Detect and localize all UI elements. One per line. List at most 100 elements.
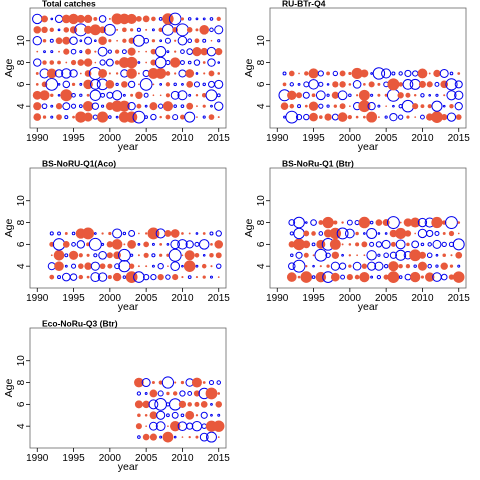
x-tick-label: 2015 [208, 453, 231, 464]
bubble-positive [78, 274, 84, 280]
bubble-negative [216, 380, 222, 385]
bubble-negative [191, 420, 203, 432]
bubble-negative [377, 253, 381, 257]
bubble-positive [210, 39, 213, 42]
bubble-positive [449, 264, 454, 268]
bubble-positive [195, 94, 199, 97]
bubble-positive [170, 421, 181, 432]
bubble-negative [170, 261, 181, 272]
bubble-positive [111, 239, 123, 250]
bubble-negative [389, 112, 398, 122]
bubble-positive [184, 250, 195, 261]
bubble-negative [318, 103, 324, 109]
bubble-negative [338, 262, 347, 270]
bubble-positive [174, 381, 177, 384]
bubble-negative [435, 93, 439, 97]
bubble-positive [106, 241, 114, 248]
bubble-negative [210, 413, 213, 417]
bubble-negative [195, 17, 199, 21]
bubble-positive [358, 89, 370, 101]
bubble-positive [82, 227, 95, 240]
bubble-negative [143, 37, 150, 44]
bubble-negative [127, 80, 136, 89]
bubble-positive [62, 36, 71, 45]
y-tick-label: 8 [256, 59, 267, 65]
bubble-negative [202, 115, 206, 119]
bubble-positive [84, 25, 93, 34]
bubble-negative [158, 103, 164, 109]
bubble-positive [303, 230, 310, 237]
bubble-positive [453, 271, 465, 283]
panel-2: RU-BTr-Q4 1990 1995 2000 2005 2010 2015 4 6 8 10 ye… [243, 0, 470, 153]
x-tick-label: 2005 [135, 293, 158, 304]
plot-frame [269, 167, 467, 289]
bubble-positive [150, 48, 157, 55]
bubble-positive [49, 27, 54, 33]
bubble-negative [70, 48, 77, 55]
bubble-positive [50, 93, 54, 97]
bubble-positive [187, 402, 192, 407]
panel-1: Total catches 1990 1995 2000 2005 2010 2015 4 6 8… [3, 0, 230, 153]
bubble-positive [404, 230, 412, 237]
bubble-negative [54, 14, 64, 24]
bubble-positive [360, 69, 369, 78]
y-axis-label: Age [3, 379, 15, 398]
bubble-positive [178, 400, 187, 408]
bubble-negative [187, 60, 192, 65]
bubble-positive [158, 380, 163, 385]
bubble-positive [149, 102, 158, 111]
bubble-negative [71, 92, 76, 98]
bubble-negative [389, 251, 398, 259]
bubble-negative [121, 49, 127, 55]
bubble-negative [426, 252, 433, 259]
bubble-negative [50, 115, 54, 119]
bubble-negative [79, 50, 83, 54]
bubble-negative [289, 231, 294, 236]
bubble-negative [122, 231, 127, 236]
bubble-positive [363, 83, 366, 86]
bubble-negative [293, 227, 305, 240]
bubble-positive [398, 82, 403, 87]
bubble-negative [151, 264, 155, 268]
bubble-positive [304, 104, 308, 108]
bubble-positive [138, 83, 140, 86]
bubble-positive [457, 72, 461, 75]
bubble-negative [91, 102, 100, 110]
bubble-negative [180, 413, 185, 418]
bubble-positive [56, 114, 62, 120]
bubble-positive [339, 103, 346, 110]
chart-title: RU-BTr-Q4 [282, 0, 326, 9]
bubble-negative [445, 78, 458, 91]
bubble-negative [432, 239, 442, 249]
bubble-positive [312, 254, 315, 257]
bubble-positive [363, 254, 366, 257]
bubble-positive [150, 59, 157, 66]
bubble-positive [64, 232, 68, 235]
bubble-negative [177, 35, 188, 46]
bubble-negative [202, 253, 206, 257]
bubble-positive [377, 82, 381, 86]
x-tick-label: 1995 [62, 293, 85, 304]
bubble-positive [455, 251, 463, 259]
bubble-positive [63, 48, 70, 55]
bubble-positive [457, 221, 461, 224]
bubble-positive [287, 90, 297, 100]
bubble-positive [86, 275, 90, 279]
bubble-positive [296, 92, 303, 99]
bubble-negative [179, 390, 186, 397]
bubble-positive [341, 243, 344, 246]
x-tick-label: 2015 [208, 293, 231, 304]
bubble-positive [152, 83, 155, 86]
x-tick-label: 2010 [171, 293, 194, 304]
bubble-negative [336, 227, 349, 240]
bubble-positive [213, 420, 225, 432]
bubble-negative [187, 38, 193, 44]
bubble-negative [287, 262, 296, 270]
bubble-positive [84, 262, 92, 270]
bubble-positive [410, 271, 421, 283]
y-tick-label: 10 [256, 195, 267, 207]
bubble-negative [122, 275, 127, 279]
y-tick-label: 4 [16, 103, 27, 109]
bubble-positive [42, 115, 47, 119]
bubble-positive [409, 249, 422, 262]
